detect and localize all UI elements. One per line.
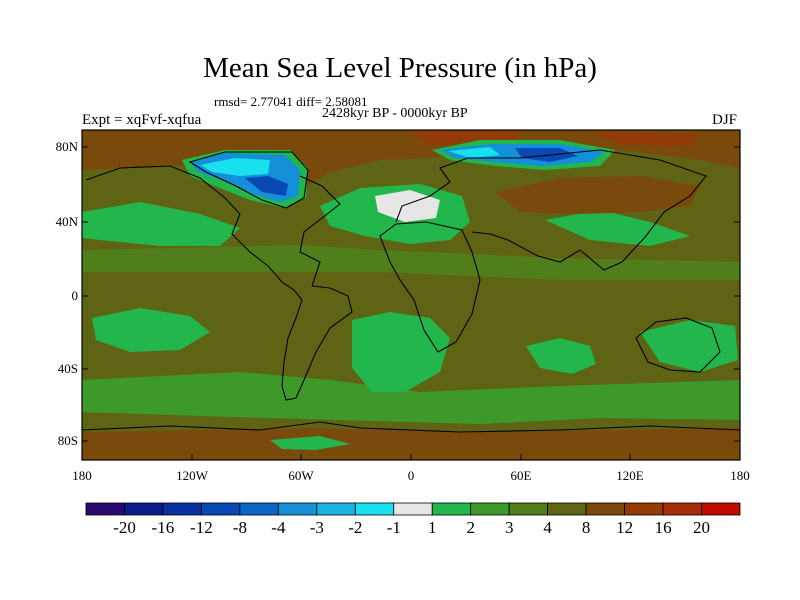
colorbar-box [277, 502, 318, 516]
colorbar-label: -1 [386, 518, 401, 537]
colorbar-label: -16 [151, 518, 175, 537]
colorbar-box [201, 502, 241, 516]
lon-label-0: 0 [407, 468, 415, 483]
region-antarctic-positive [82, 428, 740, 460]
lon-label-120w: 120W [176, 468, 208, 483]
colorbar-label: -8 [232, 518, 247, 537]
colorbar-label: 20 [693, 518, 710, 537]
region-tropical-band [82, 245, 740, 280]
coastlines [82, 149, 740, 433]
lon-label-60w: 60W [288, 468, 314, 483]
region-siberia-weak-negative [448, 147, 500, 158]
colorbar-box [354, 502, 395, 516]
colorbar-label: 4 [543, 518, 552, 537]
region-arctic-strong-positive [410, 130, 520, 145]
colorbar-label: -20 [113, 518, 136, 537]
region-greenland-strong-negative [245, 176, 288, 196]
colorbar-label: -2 [348, 518, 363, 537]
colorbar-label: 3 [504, 518, 514, 537]
lat-label-0: 0 [71, 288, 79, 303]
lon-label-60e: 60E [510, 468, 532, 483]
colorbar-box [624, 502, 664, 516]
colorbar-box [124, 502, 164, 516]
coast-eurasia [395, 149, 707, 271]
season-label: DJF [712, 112, 738, 128]
coast-north-america-west [85, 165, 303, 301]
lat-label-80n: 80N [55, 139, 78, 154]
coast-australia [635, 317, 721, 373]
experiment-label: Expt = xqFvf-xqfua [82, 112, 202, 128]
colorbar-label: -3 [309, 518, 324, 537]
region-indian-ocean-positive [526, 338, 596, 374]
colorbar-box [431, 502, 472, 516]
colorbar-box [162, 502, 202, 516]
stats-subtitle: rmsd= 2.77041 diff= 2.58081 [214, 94, 368, 109]
lat-label-80s: 80S [57, 433, 78, 448]
colorbar [85, 502, 741, 516]
colorbar-label: -12 [190, 518, 213, 537]
colorbar-label: 16 [654, 518, 672, 537]
lat-label-40n: 40N [55, 214, 78, 229]
lat-label-40s: 40S [57, 361, 78, 376]
lon-label-180w: 180 [72, 468, 92, 483]
lon-label-120e: 120E [616, 468, 644, 483]
coast-africa [379, 221, 481, 353]
colorbar-box [85, 502, 125, 516]
colorbar-label: -4 [271, 518, 286, 537]
colorbar-label: 2 [466, 518, 475, 537]
coast-antarctica [82, 421, 740, 433]
lon-label-180e: 180 [730, 468, 750, 483]
colorbar-box [470, 502, 510, 516]
region-greenland-weak-negative [200, 158, 270, 176]
region-antarctic-weak-positive [270, 436, 350, 450]
region-arctic-strong-positive-2 [590, 132, 700, 146]
region-north-pacific-positive [82, 202, 240, 246]
colorbar-label: 12 [616, 518, 634, 537]
colorbar-box [585, 502, 625, 516]
coast-greenland [188, 151, 309, 209]
coast-north-america-east [299, 175, 341, 287]
colorbar-box [547, 502, 587, 516]
colorbar-label: 1 [427, 518, 437, 537]
coast-south-america [281, 285, 353, 401]
colorbar-box [701, 502, 741, 516]
colorbar-label: 8 [581, 518, 591, 537]
axis-ticks [81, 146, 741, 460]
colorbar-box [662, 502, 702, 516]
region-asia-positive [495, 176, 700, 214]
page-title: Mean Sea Level Pressure (in hPa) [203, 52, 597, 84]
region-asia-pacific-positive [545, 210, 690, 246]
colorbar-box [239, 502, 279, 516]
map-field [82, 130, 740, 460]
region-southern-band [82, 372, 740, 424]
region-south-pacific-positive [92, 308, 210, 352]
period-subtitle: 2428kyr BP - 0000kyr BP [322, 106, 468, 121]
colorbar-box [316, 502, 356, 516]
colorbar-box [508, 502, 549, 516]
colorbar-box [393, 502, 433, 516]
